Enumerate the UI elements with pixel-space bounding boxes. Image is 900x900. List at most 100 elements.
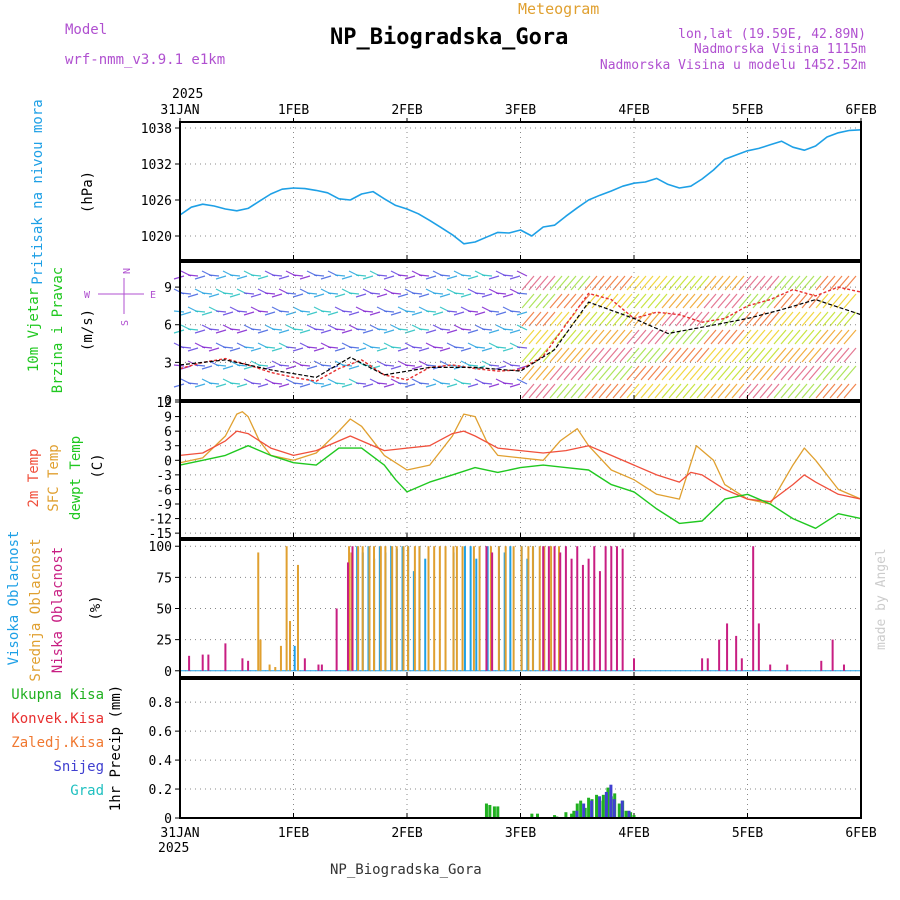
wind-barb bbox=[404, 275, 416, 280]
low-cloud-bar bbox=[786, 664, 789, 671]
mid-cloud-bar bbox=[543, 546, 546, 671]
wind-barb bbox=[675, 365, 689, 381]
wind-barb bbox=[563, 293, 577, 309]
wind-unit-label: (m/s) bbox=[80, 309, 96, 351]
wind-barb bbox=[633, 275, 647, 291]
wind-barb bbox=[495, 365, 507, 370]
wind-barb bbox=[570, 293, 584, 309]
wind-barb bbox=[619, 347, 633, 363]
total-precip-bar bbox=[496, 806, 500, 818]
wind-barb bbox=[341, 383, 353, 388]
wind-barb bbox=[759, 275, 773, 291]
wind-barb bbox=[773, 293, 787, 309]
low-cloud-bar bbox=[621, 548, 624, 671]
wind-barb bbox=[605, 329, 619, 345]
wind-barb bbox=[710, 383, 724, 399]
wind-barb bbox=[626, 347, 640, 363]
wind-barb bbox=[689, 383, 703, 399]
wind-barb bbox=[229, 274, 241, 277]
wind-barb bbox=[439, 328, 451, 331]
wind-barb bbox=[647, 383, 661, 399]
model-label: Model bbox=[65, 22, 107, 38]
low-cloud-bar bbox=[553, 546, 556, 671]
x-tick-label-bottom: 6FEB bbox=[845, 826, 876, 841]
model-name: wrf-nmm_v3.9.1 e1km bbox=[65, 52, 225, 68]
wind-barb bbox=[766, 329, 780, 345]
low-cloud-bar bbox=[201, 654, 204, 671]
wind-barb bbox=[752, 329, 766, 345]
wind-barb bbox=[201, 292, 213, 295]
wind-barb bbox=[187, 382, 199, 385]
wind-barb bbox=[815, 347, 829, 363]
wind-barb bbox=[759, 365, 773, 381]
mid-cloud-bar bbox=[289, 620, 292, 671]
mid-cloud-bar bbox=[489, 546, 492, 671]
wind-barb bbox=[481, 347, 493, 352]
wind-barb bbox=[619, 293, 633, 309]
wind-barb bbox=[619, 383, 633, 399]
wind-barb bbox=[647, 311, 661, 327]
wind-barb bbox=[584, 383, 598, 399]
compass-south: S bbox=[120, 320, 131, 326]
y-tick-label: 9 bbox=[164, 281, 172, 296]
low-cloud-bar bbox=[303, 658, 306, 671]
wind-barb bbox=[542, 293, 556, 309]
wind-barb bbox=[682, 347, 696, 363]
precip-unit-label: 1hr Precip (mm) bbox=[108, 685, 124, 811]
wind-barb bbox=[528, 347, 542, 363]
wind-barb bbox=[829, 311, 843, 327]
wind-barb bbox=[327, 346, 339, 349]
wind-barb bbox=[703, 275, 717, 291]
wind-barb bbox=[383, 275, 395, 280]
wind-barb bbox=[208, 328, 220, 331]
wind-barb bbox=[362, 275, 374, 280]
wind-barb bbox=[773, 365, 787, 381]
wind-barb bbox=[467, 329, 479, 334]
wind-barb bbox=[696, 383, 710, 399]
compass-east: E bbox=[150, 290, 156, 301]
wind-barb bbox=[460, 293, 472, 298]
wind-barb bbox=[815, 311, 829, 327]
wind-barb bbox=[689, 311, 703, 327]
total-precip-bar bbox=[553, 815, 557, 818]
wind-barb bbox=[780, 383, 794, 399]
wind-barb bbox=[675, 293, 689, 309]
wind-barb bbox=[425, 364, 437, 367]
wind-barb bbox=[647, 365, 661, 381]
mid-cloud-bar bbox=[478, 546, 481, 671]
wind-barb bbox=[738, 329, 752, 345]
panel-labels: Pritisak na nivou mora (hPa) 10m Vjetar Brz… bbox=[6, 99, 124, 811]
wind-barb bbox=[626, 275, 640, 291]
wind-barb bbox=[535, 275, 549, 291]
wind-barb bbox=[250, 328, 262, 331]
wind-barb bbox=[633, 347, 647, 363]
wind-barb bbox=[577, 329, 591, 345]
wind-barb bbox=[535, 365, 549, 381]
wind-barb bbox=[528, 329, 542, 345]
wind-barb bbox=[509, 364, 521, 367]
wind-barb bbox=[187, 328, 199, 331]
wind-barb bbox=[822, 383, 836, 399]
wind-barb bbox=[495, 292, 507, 295]
wind-barb bbox=[243, 365, 255, 370]
wind-barb bbox=[682, 311, 696, 327]
wind-barb bbox=[320, 329, 332, 334]
wind-barb bbox=[467, 310, 479, 313]
wind-barb bbox=[703, 293, 717, 309]
wind-barb bbox=[759, 293, 773, 309]
wind-barb bbox=[745, 311, 759, 327]
x-tick-label-bottom: 2FEB bbox=[391, 826, 422, 841]
wind-barb bbox=[710, 311, 724, 327]
wind-barb bbox=[535, 329, 549, 345]
wind-barb bbox=[236, 364, 248, 367]
low-cloud-bar bbox=[752, 546, 755, 671]
wind-barb bbox=[481, 382, 493, 385]
wind-barb bbox=[271, 328, 283, 331]
wind-barb bbox=[292, 274, 304, 277]
wind-barb bbox=[285, 365, 297, 370]
wind-barb bbox=[717, 365, 731, 381]
mid-cloud-bar bbox=[497, 546, 500, 671]
low-cloud-bar bbox=[740, 658, 743, 671]
mid-cloud-bar bbox=[402, 546, 405, 671]
